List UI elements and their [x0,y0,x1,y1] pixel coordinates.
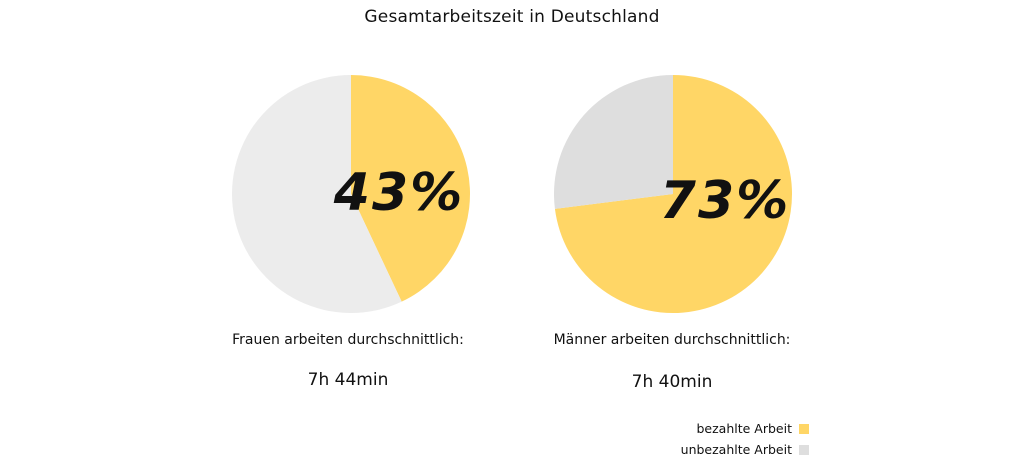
pie-slice-unpaid [554,75,673,209]
legend-label-paid: bezahlte Arbeit [696,421,793,436]
pie-slice-unpaid [232,75,402,313]
women-average-time: 7h 44min [307,370,389,390]
percent-label: 73% [660,171,790,231]
legend-swatch-paid [799,423,809,434]
legend-item-unpaid: unbezahlte Arbeit [681,439,809,460]
women-caption: Frauen arbeiten durchschnittlich: [232,332,464,348]
percent-label: 43% [333,163,464,223]
pie-slice-paid [351,75,470,302]
legend-item-paid: bezahlte Arbeit [681,418,809,439]
pie-slice-paid [554,75,792,313]
chart-title: Gesamtarbeitszeit in Deutschland [364,7,660,27]
pie-chart-men: 73% [554,75,792,313]
men-average-time: 7h 40min [631,372,713,392]
pie-chart-women: 43% [232,75,470,313]
legend: bezahlte Arbeit unbezahlte Arbeit [681,418,809,460]
legend-swatch-unpaid [799,444,809,455]
men-caption: Männer arbeiten durchschnittlich: [553,332,791,348]
legend-label-unpaid: unbezahlte Arbeit [680,442,792,457]
